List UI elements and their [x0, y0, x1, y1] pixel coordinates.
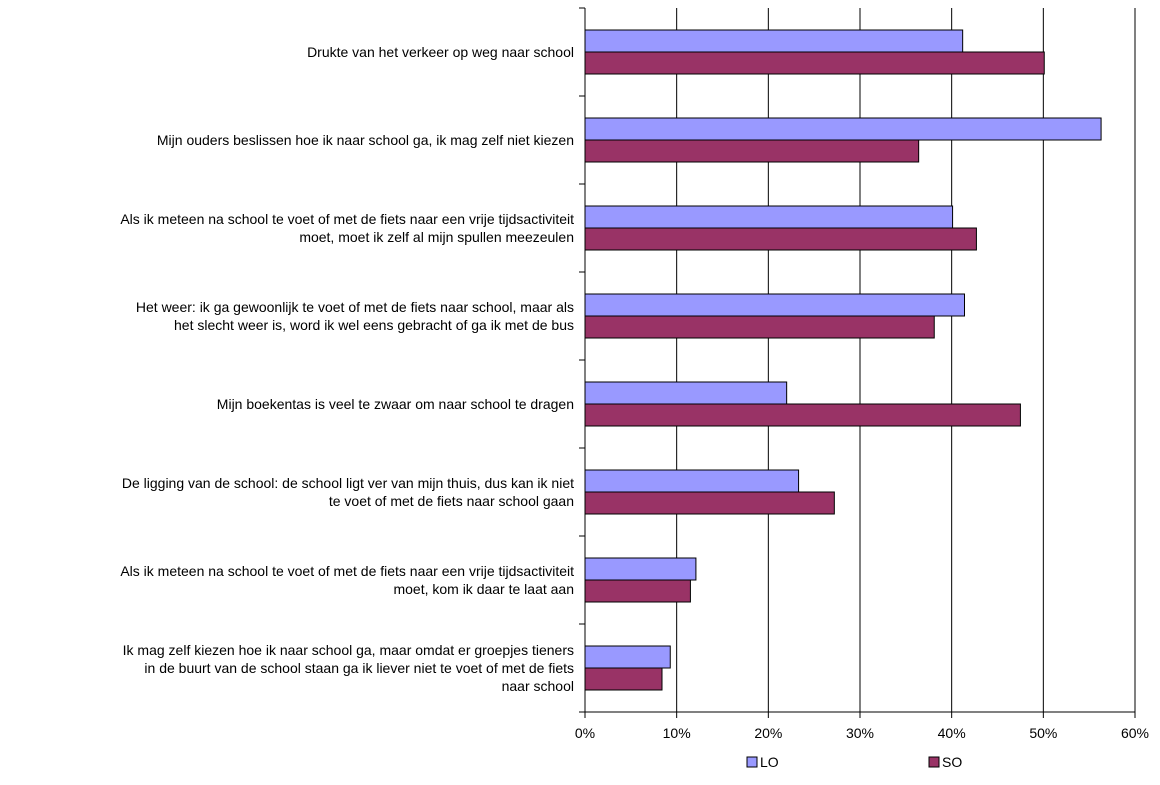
bar-lo: [584, 117, 1102, 141]
gridlines: [676, 8, 1136, 712]
bar-so: [584, 667, 663, 691]
category-label-line: Als ik meteen na school te voet of met d…: [120, 563, 574, 579]
bar-so: [584, 491, 835, 515]
x-tick-label: 0%: [575, 725, 595, 741]
axes: [579, 7, 1136, 718]
bar-lo: [584, 557, 697, 581]
category-label: Drukte van het verkeer op weg naar schoo…: [307, 44, 574, 60]
category-label: Als ik meteen na school te voet of met d…: [120, 211, 574, 245]
legend-swatch-so: [928, 756, 940, 768]
legend-label-so: SO: [942, 754, 962, 770]
x-tick-label: 10%: [663, 725, 691, 741]
x-tick-label: 60%: [1121, 725, 1149, 741]
bar-lo: [584, 29, 964, 53]
category-label: Ik mag zelf kiezen hoe ik naar school ga…: [123, 642, 574, 694]
category-label: Als ik meteen na school te voet of met d…: [120, 563, 574, 597]
x-tick-label: 40%: [938, 725, 966, 741]
category-label: Het weer: ik ga gewoonlijk te voet of me…: [136, 299, 574, 333]
category-label-line: De ligging van de school: de school ligt…: [122, 475, 574, 491]
bar-lo: [584, 469, 800, 493]
bar-so: [584, 315, 935, 339]
category-label: De ligging van de school: de school ligt…: [122, 475, 574, 509]
legend-swatch-lo: [746, 756, 758, 768]
category-label-line: moet, moet ik zelf al mijn spullen meeze…: [299, 229, 574, 245]
category-label-line: het slecht weer is, word ik wel eens geb…: [174, 317, 574, 333]
category-label-line: Ik mag zelf kiezen hoe ik naar school ga…: [123, 642, 574, 658]
x-tick-labels: 0% 10% 20% 30% 40% 50% 60%: [575, 725, 1149, 741]
bar-so: [584, 139, 920, 163]
category-label: Mijn ouders beslissen hoe ik naar school…: [157, 132, 574, 148]
bar-lo: [584, 293, 965, 317]
bar-so: [584, 579, 691, 603]
category-label-line: te voet of met de fiets naar school gaan: [329, 493, 574, 509]
category-label: Mijn boekentas is veel te zwaar om naar …: [217, 396, 574, 412]
category-label-line: naar school: [502, 678, 574, 694]
bars: [584, 29, 1102, 691]
legend: LO SO: [746, 754, 962, 770]
x-tick-label: 30%: [846, 725, 874, 741]
legend-label-lo: LO: [760, 754, 779, 770]
x-tick-label: 20%: [754, 725, 782, 741]
category-label-line: Drukte van het verkeer op weg naar schoo…: [307, 44, 574, 60]
category-label-line: Mijn boekentas is veel te zwaar om naar …: [217, 396, 574, 412]
x-tick-label: 50%: [1029, 725, 1057, 741]
category-labels: Drukte van het verkeer op weg naar schoo…: [120, 44, 574, 694]
bar-so: [584, 51, 1045, 75]
bar-lo: [584, 381, 788, 405]
category-label-line: moet, kom ik daar te laat aan: [393, 581, 574, 597]
bar-so: [584, 227, 977, 251]
category-label-line: Als ik meteen na school te voet of met d…: [120, 211, 574, 227]
bar-lo: [584, 645, 671, 669]
category-label-line: Mijn ouders beslissen hoe ik naar school…: [157, 132, 574, 148]
bar-lo: [584, 205, 954, 229]
category-label-line: in de buurt van de school staan ga ik li…: [144, 660, 574, 676]
category-label-line: Het weer: ik ga gewoonlijk te voet of me…: [136, 299, 574, 315]
bar-so: [584, 403, 1021, 427]
